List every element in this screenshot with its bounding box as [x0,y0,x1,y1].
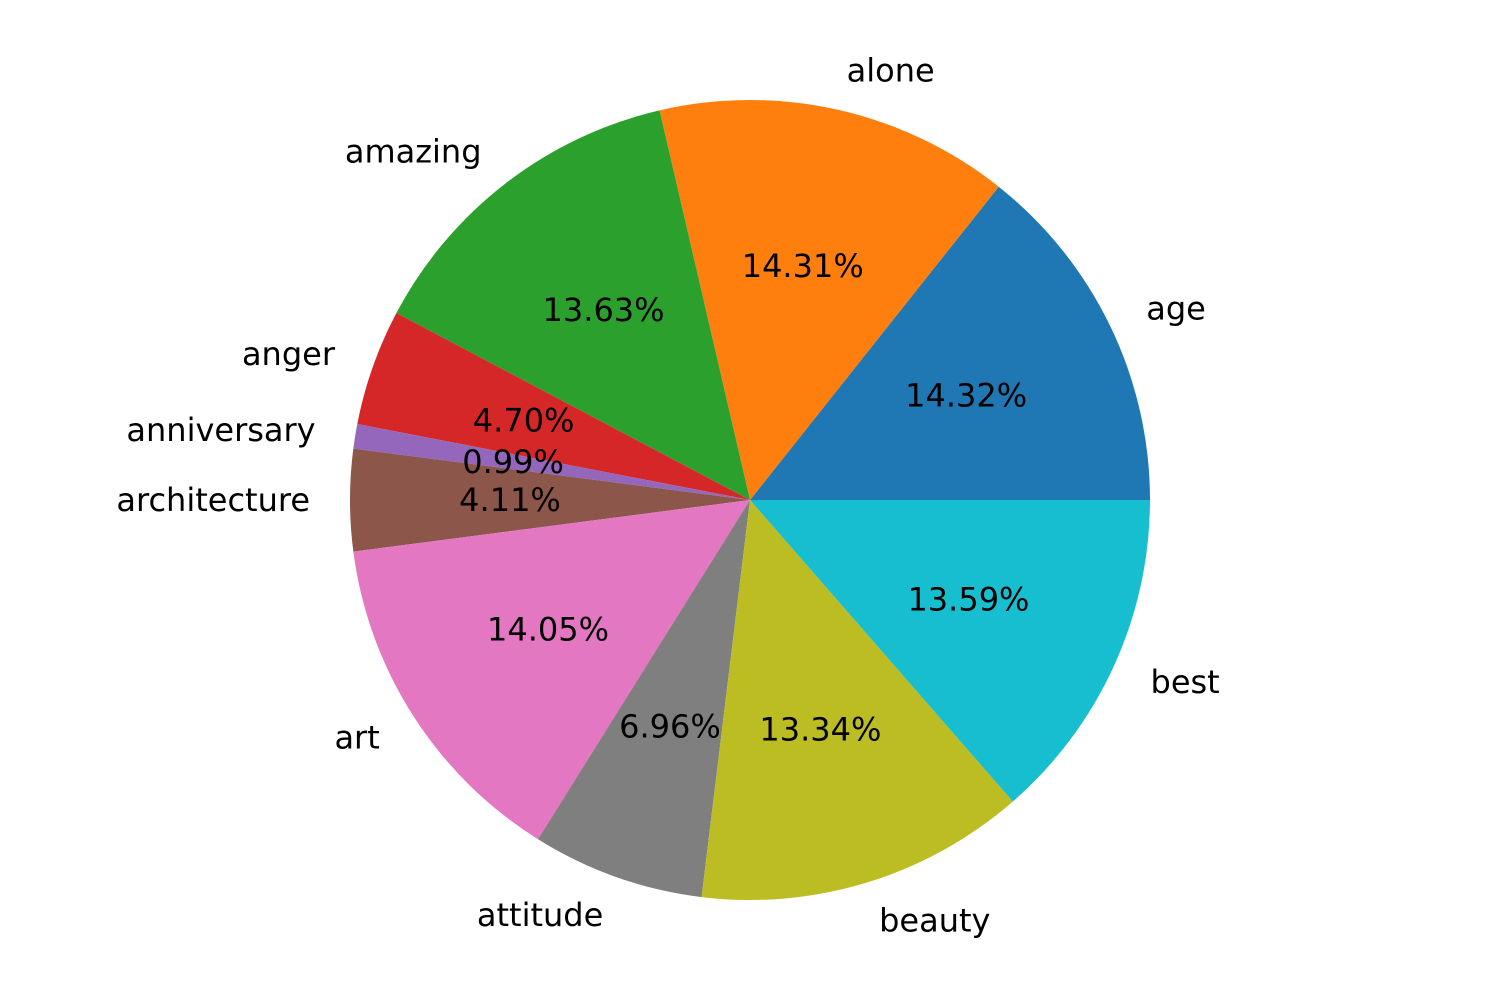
slice-pct-label-anniversary: 0.99% [462,443,564,481]
pie-slice-beauty [701,500,1013,900]
slice-pct-label-architecture: 4.11% [459,481,561,519]
slice-label-age: age [1146,290,1206,328]
pie-slice-architecture [350,448,750,552]
pie-slice-attitude [538,500,750,898]
slice-label-beauty: beauty [879,902,990,940]
pie-labels: age 14.32% alone 14.31% amazing 13.63% anger 4.… [116,52,1219,940]
pie-slice-best [750,500,1150,802]
slice-label-anniversary: anniversary [126,411,315,449]
slice-pct-label-anger: 4.70% [473,401,575,439]
slice-label-art: art [334,719,379,757]
slice-pct-label-amazing: 13.63% [543,291,665,329]
slice-pct-label-alone: 14.31% [742,247,864,285]
pie-slice-art [353,500,750,840]
slice-pct-label-best: 13.59% [907,580,1029,618]
slice-pct-label-age: 14.32% [905,377,1027,415]
pie-slice-anniversary [353,424,750,500]
pie-slice-amazing [396,110,750,500]
slice-pct-label-attitude: 6.96% [619,707,721,745]
pie-slice-age [750,186,1150,500]
slice-label-alone: alone [847,52,935,90]
pie-slice-alone [659,100,999,500]
slice-label-architecture: architecture [116,481,310,519]
slice-pct-label-beauty: 13.34% [759,710,881,748]
slice-label-attitude: attitude [477,896,603,934]
slice-label-amazing: amazing [345,132,482,170]
slice-label-best: best [1151,663,1220,701]
slice-pct-label-art: 14.05% [487,611,609,649]
pie-wedges [350,100,1150,900]
slice-label-anger: anger [242,335,336,373]
pie-slice-anger [357,313,750,500]
